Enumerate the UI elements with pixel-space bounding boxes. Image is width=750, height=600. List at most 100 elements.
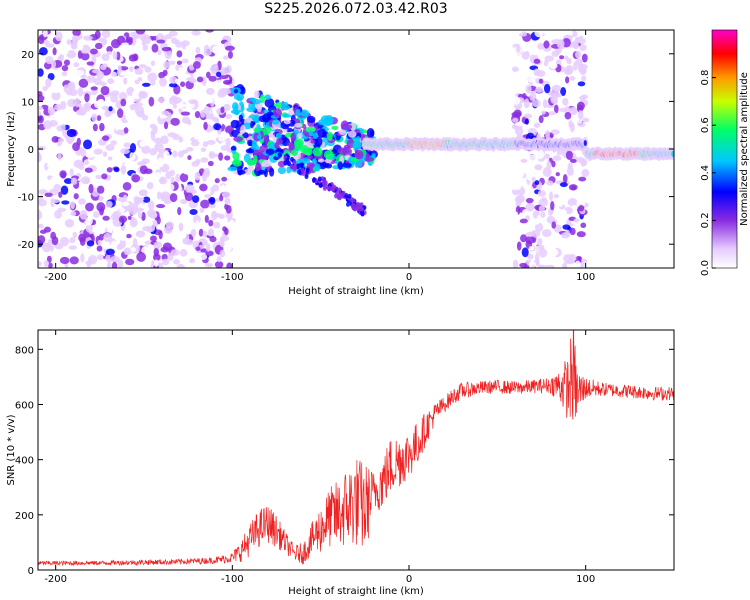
spectral-blob (216, 71, 222, 78)
spectral-blob (181, 42, 186, 50)
spectral-blob (535, 69, 546, 77)
spectral-blob (364, 156, 375, 162)
spectral-blob (141, 145, 151, 155)
spectral-blob (170, 249, 180, 256)
spectral-blob (550, 129, 560, 135)
spectral-blob (516, 43, 521, 54)
spectral-blob (106, 223, 113, 234)
spectral-blob (224, 155, 231, 161)
spectral-blob (92, 123, 98, 132)
spectral-blob (72, 142, 80, 152)
spectral-blob (221, 176, 228, 182)
spectral-blob (351, 197, 356, 203)
spectral-blob (556, 39, 565, 49)
spectral-blob (59, 236, 70, 247)
spectral-blob (209, 236, 217, 243)
spectral-blob (300, 162, 305, 168)
spectral-blob (237, 169, 246, 175)
spectral-blob (566, 66, 571, 75)
spectral-blob (73, 62, 80, 68)
spectral-blob (50, 198, 60, 204)
colorbar-gradient (711, 29, 738, 269)
spectral-blob (195, 220, 200, 229)
spectral-blob (221, 88, 232, 95)
snr-y-label: SNR (10 * v/v) (6, 414, 17, 485)
spectral-blob (63, 178, 73, 184)
spectral-blob (96, 70, 105, 80)
spectral-blob (180, 81, 186, 87)
spectral-blob (538, 248, 548, 258)
spectral-blob (549, 191, 554, 202)
spectral-blob (59, 49, 69, 55)
spectral-blob (176, 60, 183, 65)
spectral-blob (177, 207, 182, 216)
spectral-blob (117, 154, 127, 164)
spectral-blob (213, 123, 222, 131)
spectral-blob (317, 158, 325, 163)
spectral-blob (514, 126, 524, 136)
spectral-blob (63, 59, 70, 66)
spectral-blob (226, 262, 233, 268)
spectral-blob (132, 237, 138, 248)
spectral-blob (551, 160, 556, 168)
spectral-blob (290, 132, 297, 142)
spectral-blob (573, 218, 580, 223)
spectral-blob (135, 230, 146, 238)
spectral-blob (187, 155, 192, 161)
spectral-blob (63, 84, 69, 93)
spectral-blob (164, 98, 170, 108)
spectral-blob (44, 192, 53, 197)
spectral-blob (169, 214, 176, 223)
spectral-blob (127, 215, 132, 220)
spectral-blob (213, 213, 222, 218)
spectral-blob (126, 95, 133, 101)
spectral-blob (134, 207, 144, 212)
spectral-blob (195, 246, 201, 251)
spectral-blob (554, 104, 559, 114)
spectral-blob (78, 198, 86, 205)
spectral-blob (198, 100, 207, 107)
spectral-blob (205, 243, 211, 252)
spectral-blob (542, 99, 548, 109)
spectral-blob (162, 242, 172, 251)
spectral-blob (343, 144, 351, 150)
spectral-blob (123, 142, 131, 148)
spectral-blob (156, 191, 162, 200)
spectral-blob (59, 256, 70, 265)
spectral-blob (512, 259, 519, 268)
spectral-blob (38, 189, 48, 195)
spectral-blob (198, 228, 204, 237)
spectral-blob (190, 228, 197, 237)
spectral-blob (578, 176, 587, 182)
spectral-blob (60, 185, 69, 195)
spectral-blob (50, 176, 59, 187)
spectral-blob (146, 219, 153, 227)
spectral-blob (551, 221, 557, 229)
spectral-blob (110, 113, 119, 119)
spectral-blob (136, 252, 146, 262)
spectral-blob (312, 177, 317, 183)
spectral-blob (94, 227, 105, 234)
spectral-blob (559, 55, 565, 60)
spectral-blob (163, 151, 170, 159)
spectral-blob (212, 184, 220, 192)
spectral-blob (557, 209, 568, 217)
spectral-blob (100, 85, 110, 96)
spectral-blob (290, 149, 298, 156)
spectral-blob (188, 99, 198, 105)
spectral-blob (134, 68, 144, 75)
spectral-blob (536, 169, 545, 176)
colorbar-ticks: 0.0 0.2 0.4 0.6 0.8 (700, 70, 716, 276)
spectral-blob (544, 264, 555, 268)
spectral-blob (85, 202, 94, 212)
spectral-blob (205, 112, 214, 120)
spectral-blob (534, 252, 540, 262)
spectral-blob (550, 93, 556, 102)
page-title: S225.2026.072.03.42.R03 (264, 1, 447, 17)
spectral-blob (151, 112, 157, 118)
spectral-blob (203, 105, 210, 115)
spectral-blob (195, 46, 201, 55)
spectral-blob (38, 110, 42, 117)
spectral-blob (151, 43, 159, 53)
spectral-blob (314, 163, 321, 172)
